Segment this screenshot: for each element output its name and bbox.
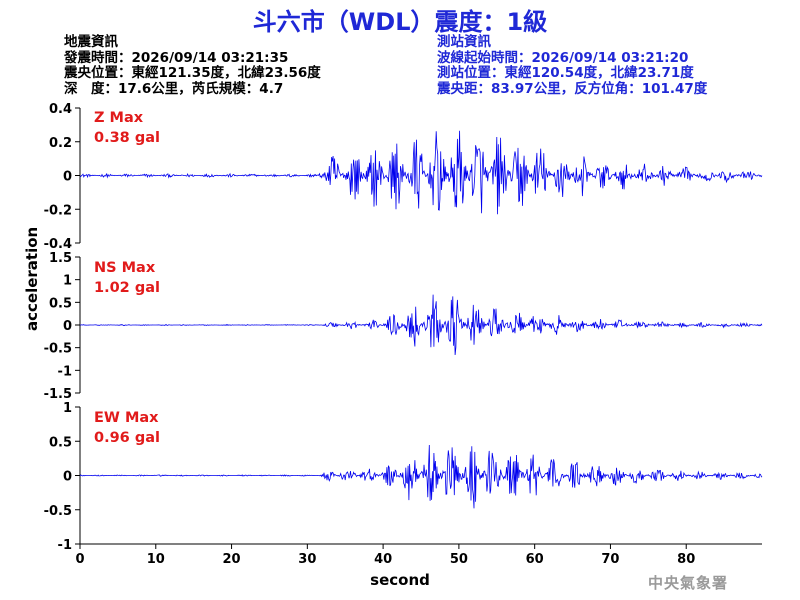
ns-y-tick-label: 0 <box>63 319 72 334</box>
x-tick-label: 10 <box>147 552 165 567</box>
x-tick-label: 60 <box>526 552 544 567</box>
ew-max-title: EW Max <box>94 410 159 426</box>
ns-y-tick-label: -1.5 <box>44 387 72 402</box>
z-y-tick-label: -0.2 <box>44 203 72 218</box>
z-y-tick-label: 0.2 <box>49 136 72 151</box>
ew-trace <box>79 444 763 509</box>
ns-trace <box>79 294 763 356</box>
z-max-title: Z Max <box>94 110 144 126</box>
agency-watermark: 中央氣象署 <box>648 574 729 592</box>
station-info-heading: 測站資訊 <box>437 34 491 50</box>
quake-epicenter: 震央位置：東經121.35度，北緯23.56度 <box>64 65 321 81</box>
x-tick-label: 70 <box>601 552 619 567</box>
station-info: 測站資訊 波線起始時間：2026/09/14 03:21:20 測站位置：東經1… <box>437 35 707 97</box>
quake-depth-magnitude: 深 度：17.6公里，芮氏規模：4.7 <box>64 80 284 97</box>
z-max-label: Z Max 0.38 gal <box>94 108 160 148</box>
ew-y-tick-label: 0 <box>63 470 72 485</box>
x-tick-label: 20 <box>223 552 241 567</box>
ew-y-tick-label: 0.5 <box>49 435 72 450</box>
ns-y-tick-label: -0.5 <box>44 342 72 357</box>
quake-info-heading: 地震資訊 <box>64 34 118 50</box>
y-axis-label: acceleration <box>23 226 41 331</box>
station-location: 測站位置：東經120.54度，北緯23.71度 <box>437 65 694 81</box>
ew-max-label: EW Max 0.96 gal <box>94 408 160 448</box>
ns-y-tick-label: 1 <box>63 274 72 289</box>
ns-max-value: 1.02 gal <box>94 280 160 296</box>
quake-time: 發震時間：2026/09/14 03:21:35 <box>64 49 289 66</box>
ns-y-tick-label: -1 <box>58 364 72 379</box>
ew-y-tick-label: -0.5 <box>44 504 72 519</box>
ns-max-label: NS Max 1.02 gal <box>94 258 160 298</box>
z-y-tick-label: -0.4 <box>44 237 72 252</box>
quake-info: 地震資訊 發震時間：2026/09/14 03:21:35 震央位置：東經121… <box>64 35 321 97</box>
ns-y-tick-label: 1.5 <box>49 251 72 266</box>
ns-y-tick-label: 0.5 <box>49 296 72 311</box>
chart-title: 斗六市（WDL）震度：1級 <box>252 8 548 36</box>
ew-y-tick-label: -1 <box>58 538 72 553</box>
station-distance-azimuth: 震央距：83.97公里，反方位角：101.47度 <box>437 80 708 97</box>
station-wave-start: 波線起始時間：2026/09/14 03:21:20 <box>437 49 689 66</box>
z-y-tick-label: 0 <box>63 170 72 185</box>
x-tick-label: 50 <box>450 552 468 567</box>
x-tick-label: 0 <box>75 552 84 567</box>
ew-max-value: 0.96 gal <box>94 430 160 446</box>
x-tick-label: 40 <box>374 552 392 567</box>
z-y-tick-label: 0.4 <box>49 102 72 117</box>
x-tick-label: 80 <box>677 552 695 567</box>
x-tick-label: 30 <box>298 552 316 567</box>
ew-y-tick-label: 1 <box>63 401 72 416</box>
z-max-value: 0.38 gal <box>94 130 160 146</box>
z-trace <box>79 130 763 215</box>
x-axis-label: second <box>370 571 430 589</box>
ns-max-title: NS Max <box>94 260 156 276</box>
